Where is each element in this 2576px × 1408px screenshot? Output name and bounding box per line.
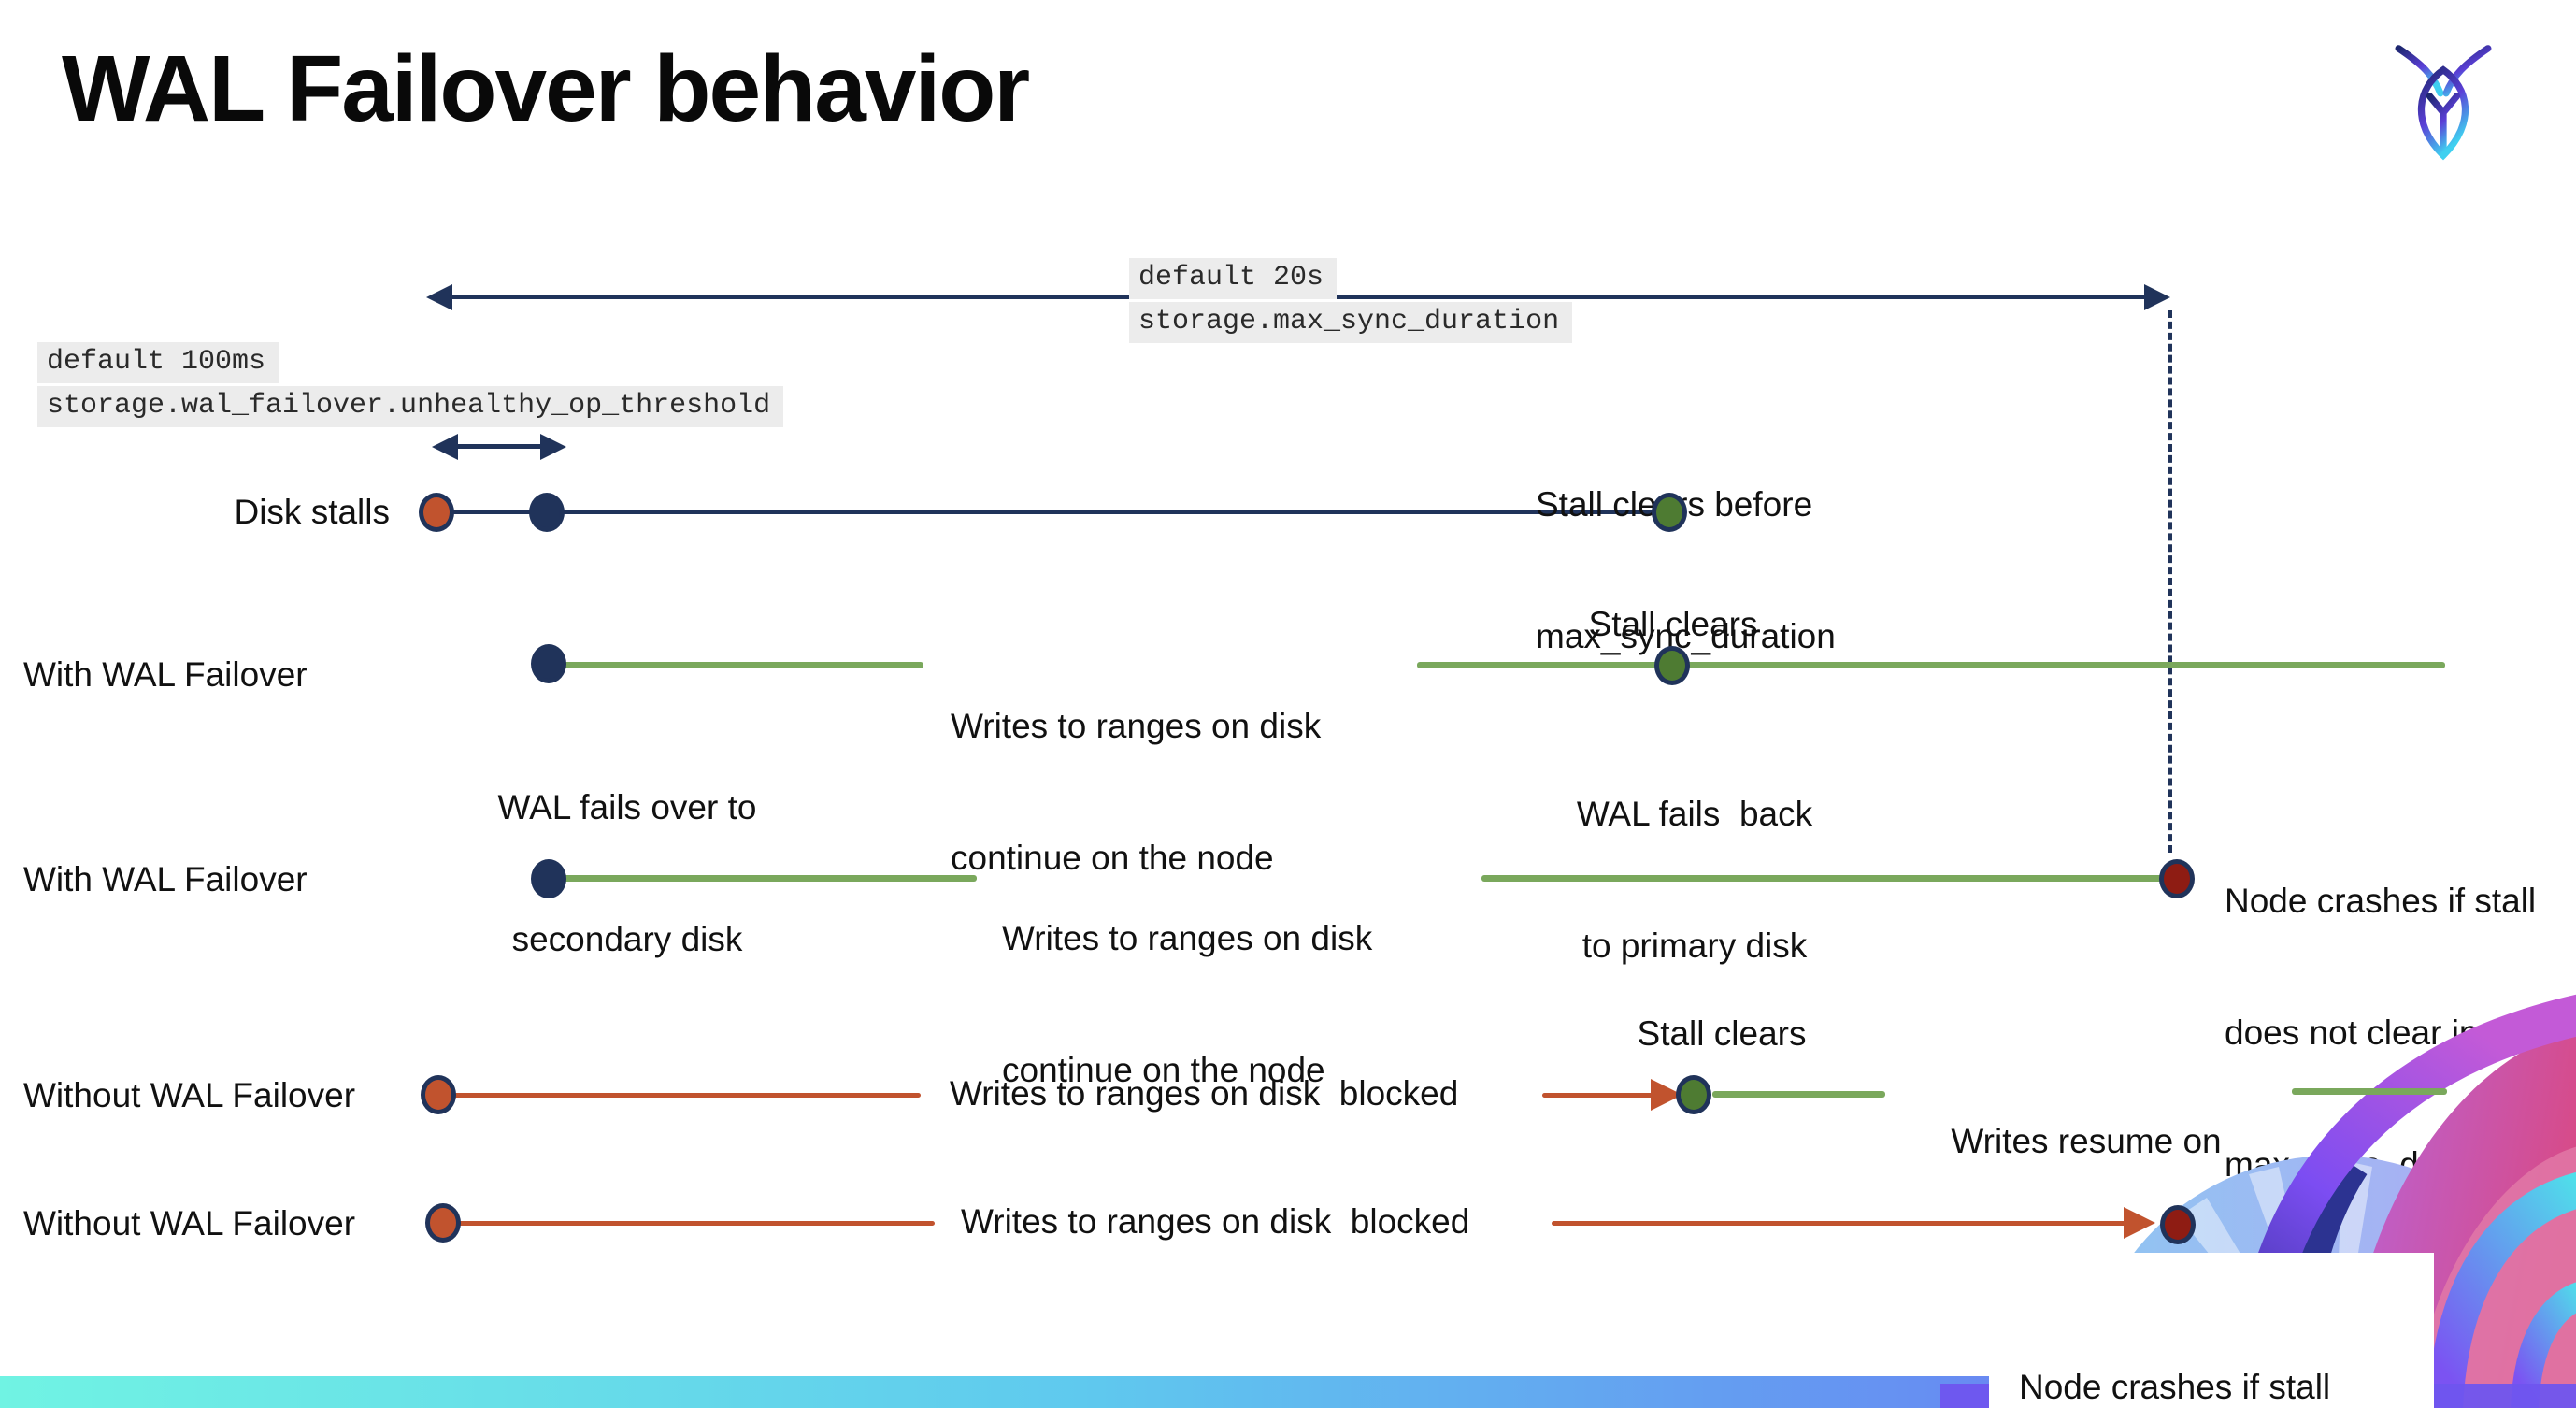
arrowhead-right-icon [540,434,566,460]
row-label-with-wal-failover-1: With WAL Failover [23,655,308,694]
writes-resume-line-a [1712,1091,1885,1098]
setting-label-unhealthy-op-threshold: default 100ms storage.wal_failover.unhea… [37,342,784,430]
writes-blocked-line-b [1552,1221,2129,1226]
failover-dot [531,644,566,683]
arrowhead-right-icon [2144,284,2170,310]
node-crash-dot [2160,1205,2196,1244]
writes-continue-line-b [1481,875,2164,882]
annotation-node-crashes: Node crashes if stall does not clear in … [2019,1368,2331,1406]
row-label-disk-stalls: Disk stalls [234,493,390,531]
setting-default-value: default 20s [1129,258,1338,299]
row-label-without-wal-failover-1: Without WAL Failover [23,1076,356,1114]
arrowhead-left-icon [426,284,452,310]
cockroachdb-logo-icon [2395,41,2492,165]
writes-blocked-line-a [443,1221,935,1226]
arrowhead-left-icon [432,434,458,460]
setting-default-value: default 100ms [37,342,279,383]
stall-start-dot [421,1075,456,1114]
node-crash-callout: Node crashes if stall does not clear in … [1989,1253,2434,1408]
annotation-writes-blocked: Writes to ranges on disk blocked [961,1202,1470,1241]
stall-start-dot [419,493,454,532]
disk-stall-timeline-line [436,510,1670,514]
annotation-writes-blocked: Writes to ranges on disk blocked [950,1074,1459,1113]
writes-resume-line-b [2292,1088,2447,1095]
stall-clears-dot [1654,646,1690,685]
setting-name: storage.max_sync_duration [1129,302,1573,343]
teal-arc-large [2427,1172,2576,1408]
annotation-stall-clears: Stall clears [1637,1014,1807,1053]
writes-blocked-line-a [438,1093,921,1098]
writes-blocked-line-b [1542,1093,1656,1098]
failover-threshold-dot [529,493,565,532]
annotation-stall-clears-before: Stall clears before max_sync_duration [1536,485,1836,655]
stall-clears-dot [1676,1075,1711,1114]
annotation-stall-clears: Stall clears [1588,605,1758,643]
setting-name: storage.wal_failover.unhealthy_op_thresh… [37,386,784,427]
row-label-without-wal-failover-2: Without WAL Failover [23,1204,356,1243]
writes-continue-line-b [1417,662,2445,668]
setting-label-max-sync-duration: default 20s storage.max_sync_duration [1129,258,1573,346]
annotation-writes-continue: Writes to ranges on disk continue on the… [951,707,1322,877]
failover-dot [531,859,566,898]
node-crash-dot [2159,859,2195,898]
red-arrowhead-icon [2124,1207,2155,1239]
annotation-wal-fails-over: WAL fails over to secondary disk [497,788,757,958]
annotation-writes-continue: Writes to ranges on disk continue on the… [1002,919,1373,1089]
page-title: WAL Failover behavior [62,36,1030,141]
threshold-arrow-line [451,444,548,449]
stall-timeout-dashed-line [2168,310,2172,853]
cockroachdb-logo-svg [2395,45,2492,161]
writes-continue-line-a [549,875,977,882]
annotation-wal-fails-back: WAL fails back to primary disk [1576,795,1813,965]
row-label-with-wal-failover-2: With WAL Failover [23,860,308,898]
writes-continue-line-a [549,662,923,668]
stall-start-dot [425,1203,461,1243]
stall-clears-dot [1652,493,1687,532]
